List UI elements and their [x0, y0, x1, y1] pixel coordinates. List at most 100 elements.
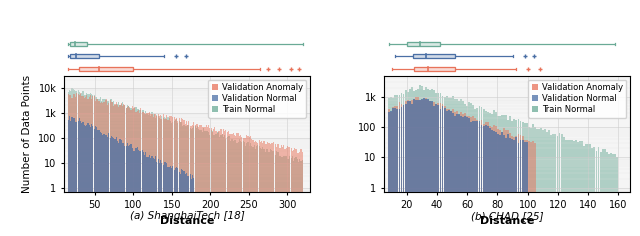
Bar: [262, 192, 264, 236]
Bar: [269, 144, 271, 236]
Bar: [303, 192, 304, 236]
Bar: [528, 141, 530, 236]
Bar: [192, 128, 193, 236]
Bar: [440, 93, 442, 236]
Bar: [139, 151, 140, 236]
Bar: [298, 192, 299, 236]
Bar: [301, 192, 303, 236]
Bar: [164, 119, 165, 236]
Bar: [181, 169, 182, 236]
Bar: [616, 192, 618, 236]
Bar: [552, 192, 554, 236]
Bar: [520, 121, 522, 236]
Bar: [229, 192, 230, 236]
Bar: [303, 192, 304, 236]
Bar: [109, 100, 111, 236]
Bar: [522, 140, 524, 236]
Bar: [227, 192, 228, 236]
Bar: [129, 145, 131, 236]
Bar: [195, 125, 196, 236]
Bar: [137, 109, 138, 236]
Bar: [309, 192, 310, 236]
Bar: [72, 94, 74, 236]
Bar: [165, 118, 166, 236]
Bar: [197, 192, 198, 236]
Bar: [76, 93, 77, 236]
Bar: [104, 135, 106, 236]
Bar: [74, 94, 75, 236]
Bar: [522, 122, 524, 236]
Bar: [281, 145, 282, 236]
Bar: [191, 179, 192, 236]
Bar: [129, 107, 131, 236]
Bar: [532, 192, 534, 236]
Bar: [148, 157, 149, 236]
Bar: [307, 192, 308, 236]
Bar: [224, 192, 225, 236]
Bar: [191, 129, 192, 236]
Bar: [610, 153, 612, 236]
Bar: [240, 192, 241, 236]
Bar: [458, 115, 460, 236]
Bar: [388, 112, 390, 236]
Bar: [425, 99, 427, 236]
Bar: [304, 192, 305, 236]
Bar: [157, 114, 159, 236]
Bar: [294, 158, 296, 236]
Bar: [593, 192, 595, 236]
Bar: [227, 137, 228, 236]
Bar: [401, 107, 403, 236]
Bar: [466, 116, 468, 236]
Bar: [251, 192, 252, 236]
Bar: [124, 105, 125, 236]
Bar: [499, 117, 501, 236]
Bar: [239, 192, 240, 236]
Bar: [88, 125, 90, 236]
Bar: [255, 149, 256, 236]
Bar: [538, 192, 540, 236]
X-axis label: Distance: Distance: [160, 215, 214, 226]
Bar: [483, 124, 484, 236]
Bar: [444, 108, 445, 236]
Bar: [68, 92, 69, 236]
Bar: [213, 192, 214, 236]
Bar: [268, 192, 269, 236]
Bar: [593, 147, 595, 236]
Bar: [464, 114, 466, 236]
Bar: [299, 152, 300, 236]
Bar: [118, 107, 119, 236]
Bar: [503, 128, 505, 236]
Bar: [293, 192, 294, 236]
Bar: [202, 127, 203, 236]
Bar: [97, 130, 99, 236]
Bar: [390, 111, 392, 236]
Bar: [132, 148, 133, 236]
Bar: [404, 90, 406, 236]
Bar: [223, 129, 224, 236]
Bar: [577, 142, 579, 236]
Bar: [435, 104, 437, 236]
Bar: [591, 192, 593, 236]
Bar: [272, 143, 273, 236]
Bar: [93, 129, 95, 236]
Bar: [69, 95, 70, 236]
Bar: [271, 150, 272, 236]
Bar: [501, 132, 503, 236]
Bar: [175, 120, 176, 236]
Bar: [540, 192, 542, 236]
Bar: [595, 192, 597, 236]
Bar: [230, 141, 231, 236]
Bar: [112, 137, 113, 236]
Bar: [117, 104, 118, 236]
Bar: [86, 125, 87, 236]
Bar: [243, 192, 244, 236]
Bar: [285, 192, 287, 236]
Bar: [83, 91, 84, 236]
Bar: [595, 151, 597, 236]
Bar: [276, 151, 277, 236]
Bar: [185, 174, 186, 236]
Bar: [195, 192, 196, 236]
Bar: [72, 118, 74, 236]
Bar: [284, 192, 285, 236]
Bar: [528, 127, 530, 236]
